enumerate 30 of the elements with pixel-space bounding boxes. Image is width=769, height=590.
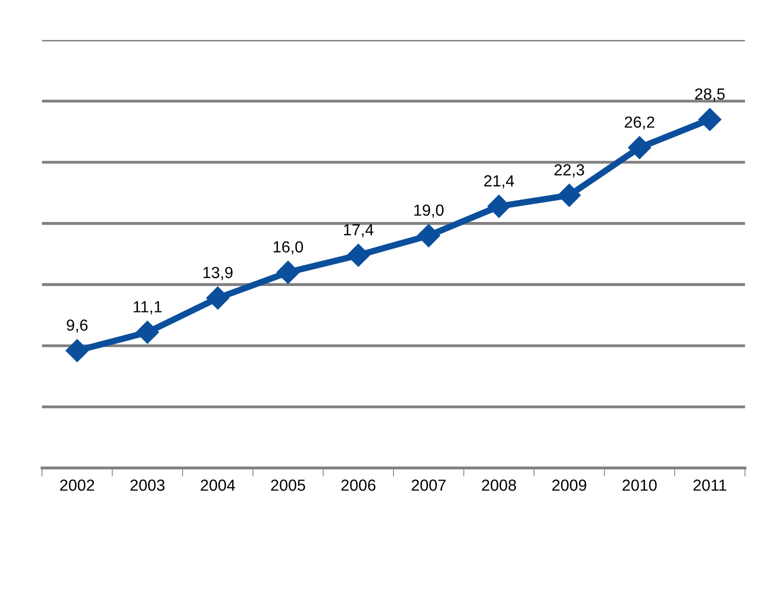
point xyxy=(66,339,89,362)
data-label: 11,1 xyxy=(134,301,162,314)
point xyxy=(628,136,652,160)
x-tick-label: 2011 xyxy=(693,480,726,491)
point xyxy=(136,320,159,344)
point xyxy=(346,244,370,267)
x-tick-label: 2009 xyxy=(552,480,586,491)
x-tick-label: 2005 xyxy=(271,480,306,491)
data-label: 28,5 xyxy=(695,88,725,102)
point xyxy=(206,286,230,310)
data-label: 16,0 xyxy=(274,241,303,254)
point xyxy=(276,260,300,284)
x-tick-label: 2003 xyxy=(130,480,165,491)
x-tick-label: 2002 xyxy=(60,480,94,491)
point xyxy=(487,194,510,218)
point xyxy=(698,108,722,131)
x-tick-label: 2004 xyxy=(200,480,236,491)
x-tick-label: 2008 xyxy=(482,480,516,491)
data-label: 26,2 xyxy=(624,116,654,130)
data-label: 17,4 xyxy=(344,224,374,238)
data-label: 22,3 xyxy=(554,164,584,178)
data-label: 21,4 xyxy=(484,175,514,188)
point xyxy=(558,184,581,207)
x-tick-label: 2010 xyxy=(622,480,657,491)
data-label: 19,0 xyxy=(414,204,444,218)
point xyxy=(417,224,440,248)
data-label: 13,9 xyxy=(203,266,233,280)
x-tick-label: 2007 xyxy=(412,480,446,491)
x-tick-label: 2006 xyxy=(341,480,376,491)
data-label: 9,6 xyxy=(66,319,88,333)
